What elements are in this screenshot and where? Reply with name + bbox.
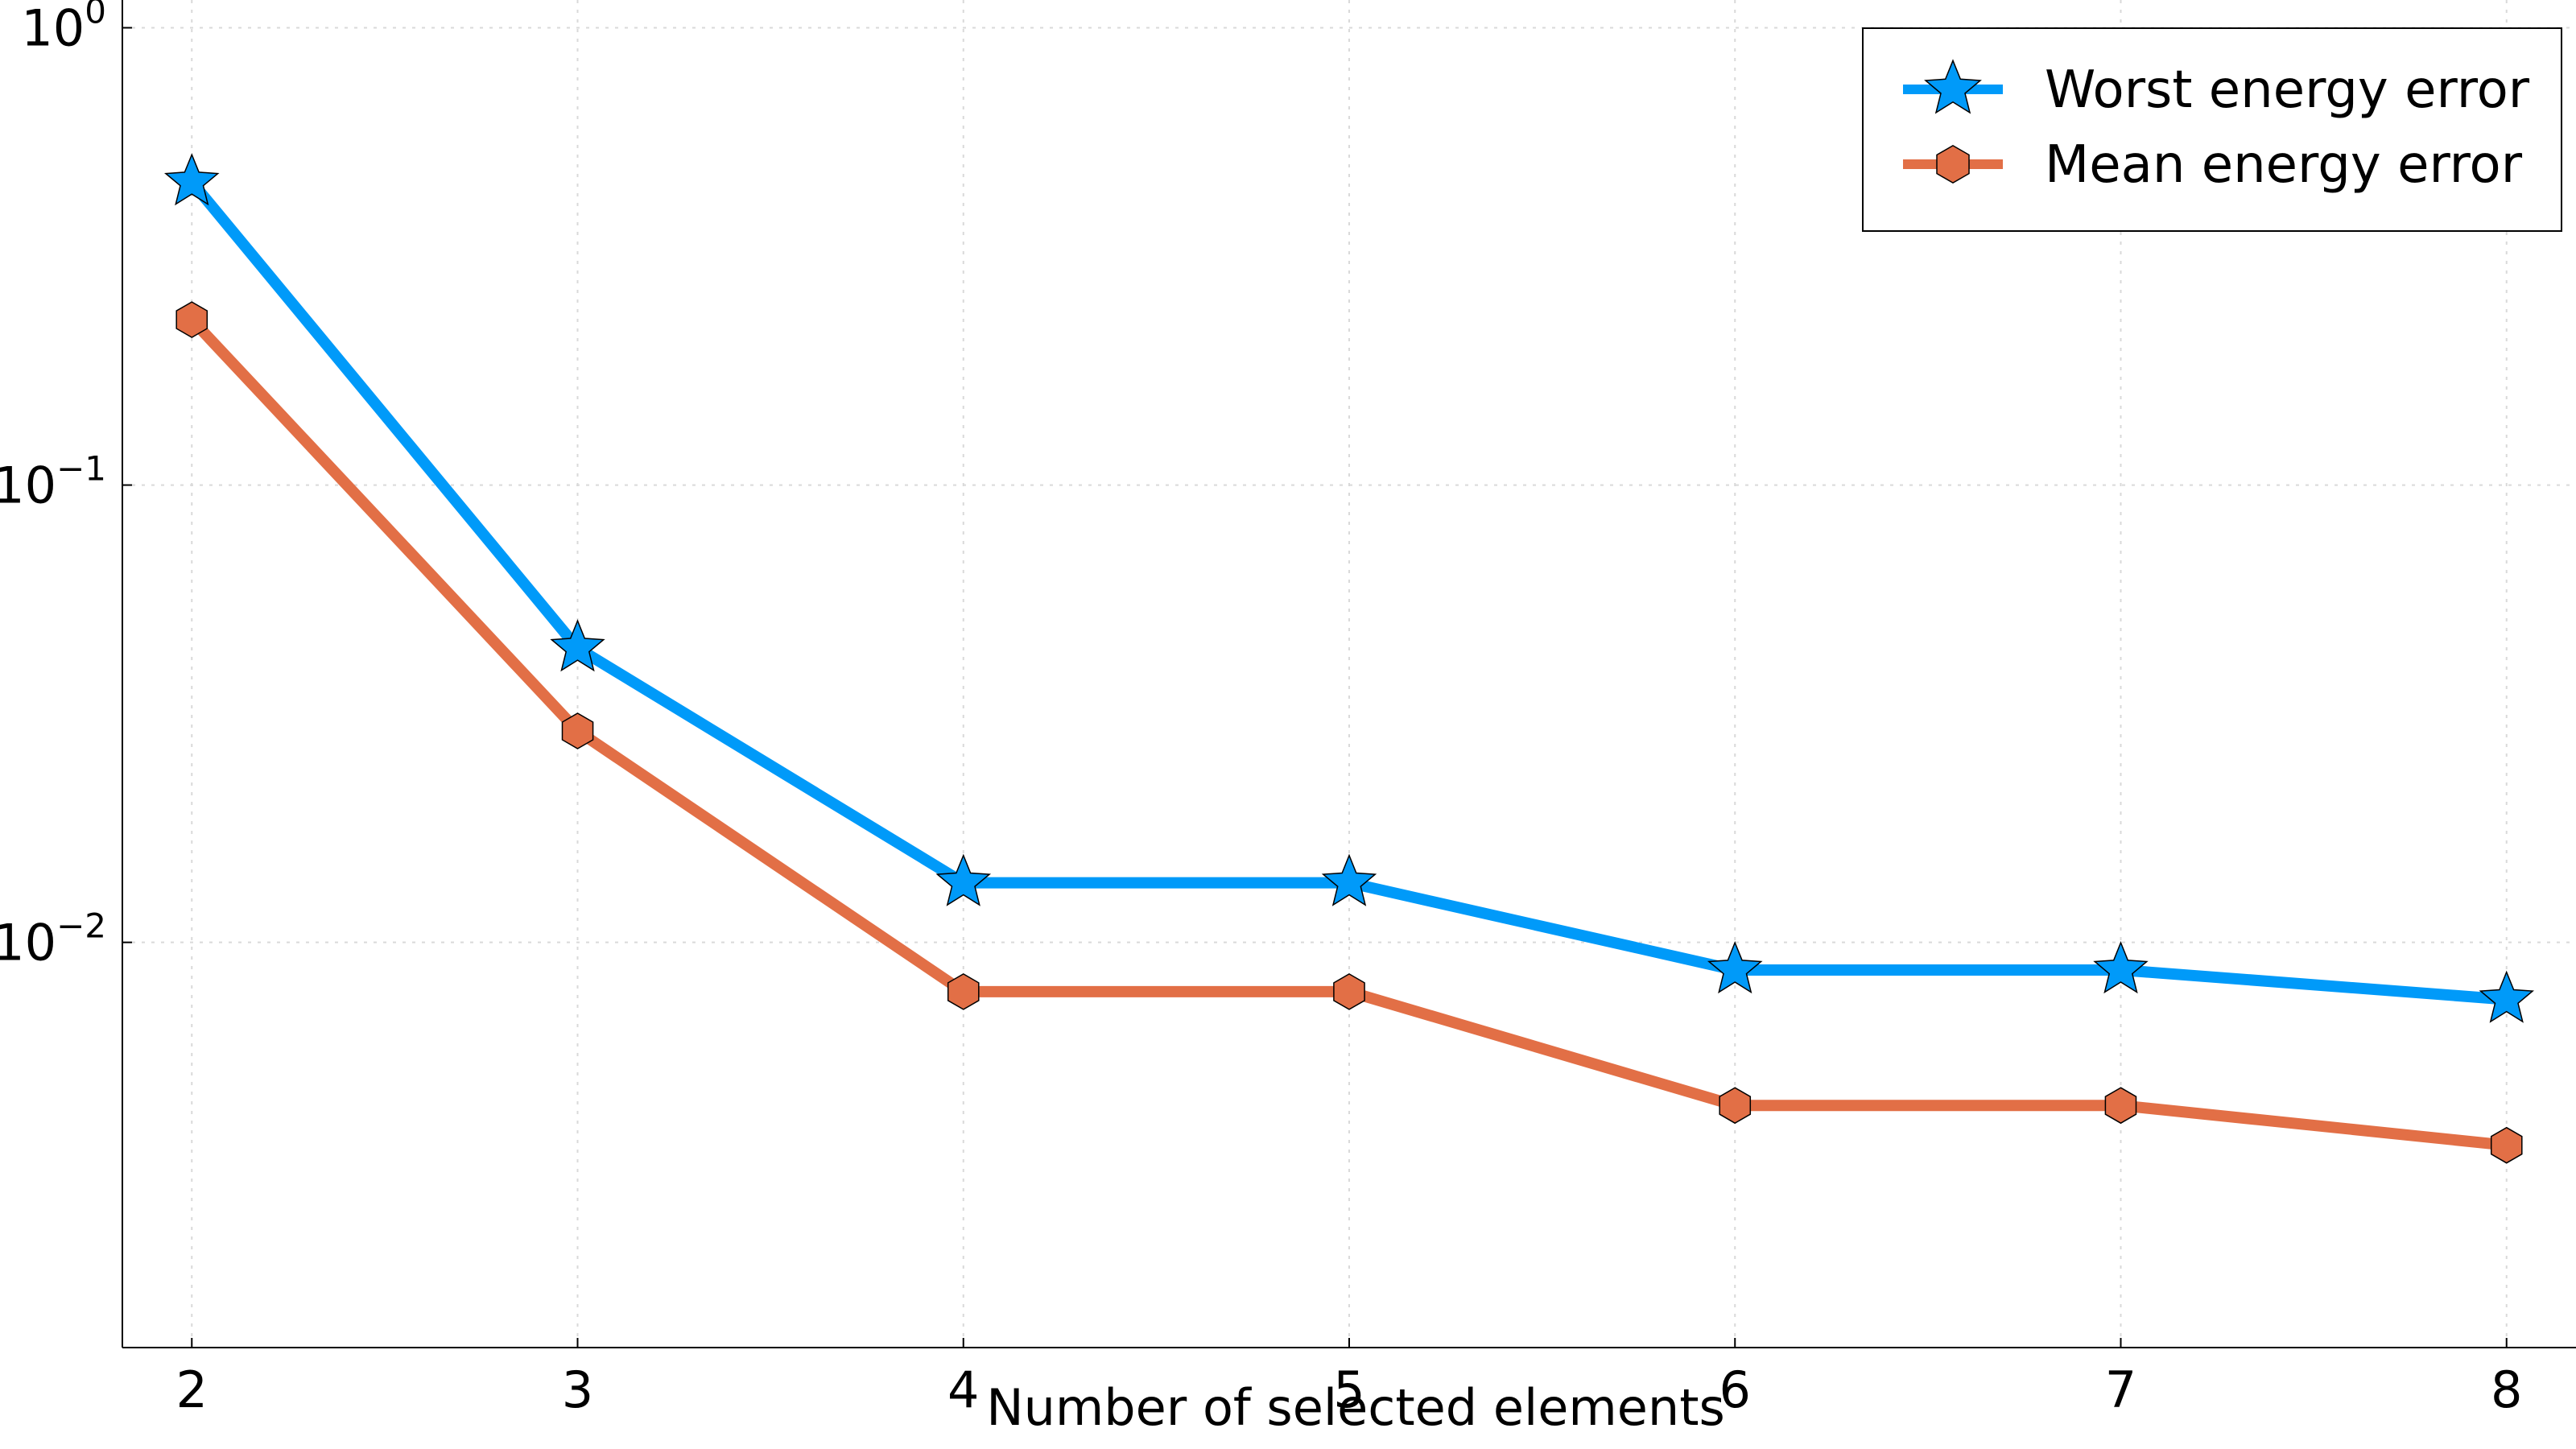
data-point <box>935 853 992 906</box>
data-point <box>550 619 605 672</box>
legend: Worst energy error Mean energy error <box>1862 27 2562 232</box>
x-tick-label: 4 <box>947 1360 979 1419</box>
data-point <box>2479 970 2535 1023</box>
y-tick-label: 10−1 <box>0 449 106 515</box>
data-point <box>947 973 980 1010</box>
legend-label: Mean energy error <box>2045 135 2523 195</box>
x-tick-label: 2 <box>176 1360 208 1419</box>
legend-swatch-marker <box>1936 145 1970 184</box>
legend-item: Mean energy error <box>1903 135 2523 195</box>
data-point <box>2490 1126 2523 1164</box>
x-tick-label: 8 <box>2491 1360 2522 1419</box>
x-tick-label: 6 <box>1719 1360 1751 1419</box>
y-tick-labels: 100 10−1 10−2 <box>0 0 132 972</box>
x-tick-label: 5 <box>1333 1360 1364 1419</box>
x-tick-label: 3 <box>562 1360 593 1419</box>
x-tick-label: 7 <box>2105 1360 2136 1419</box>
series-2 <box>175 301 2523 1164</box>
legend-box <box>1862 27 2562 232</box>
data-point <box>1719 1087 1752 1125</box>
x-axis-label: Number of selected elements <box>986 1378 1725 1437</box>
series-1 <box>163 153 2535 1023</box>
data-point <box>561 712 594 749</box>
data-point <box>1707 940 1763 994</box>
legend-swatch-marker <box>1924 59 1982 114</box>
legend-label: Worst energy error <box>2045 60 2530 120</box>
data-point <box>2093 940 2149 994</box>
data-point <box>163 153 220 206</box>
data-point <box>2104 1087 2137 1125</box>
y-tick-label: 10−2 <box>0 906 106 972</box>
legend-item: Worst energy error <box>1903 59 2530 120</box>
series <box>163 153 2535 1164</box>
data-point <box>175 301 208 338</box>
data-point <box>1321 853 1377 906</box>
data-point <box>1333 973 1365 1010</box>
x-tick-labels: 2 3 4 5 6 7 8 <box>176 1338 2522 1419</box>
y-tick-label: 100 <box>21 0 106 57</box>
